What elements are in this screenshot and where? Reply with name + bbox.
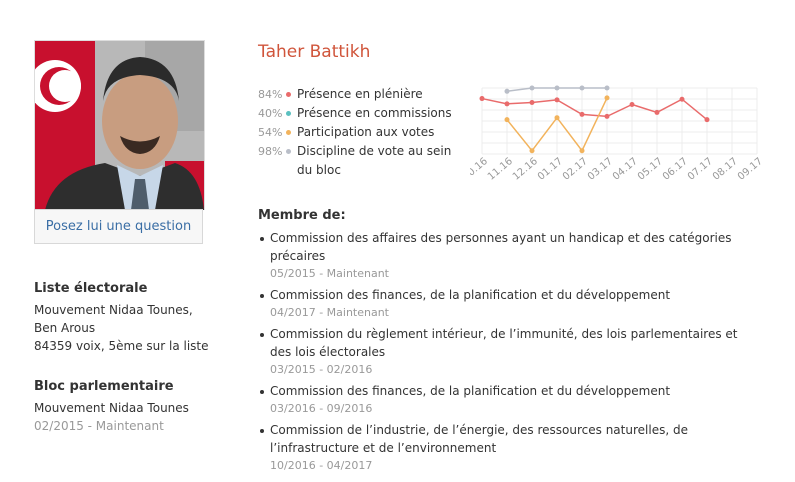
- series-point: [529, 100, 535, 106]
- membership-item: Commission des finances, de la planifica…: [258, 286, 758, 321]
- x-tick-label: 04.17: [611, 156, 640, 183]
- membership-item: Commission du règlement intérieur, de l’…: [258, 325, 758, 378]
- commission-period: 05/2015 - Maintenant: [270, 267, 389, 280]
- stat-label: Présence en plénière: [297, 87, 423, 101]
- x-tick-label: 12.16: [511, 156, 540, 183]
- x-tick-label: 07.17: [686, 156, 715, 183]
- stat-percent: 40%: [258, 107, 283, 120]
- commission-name: Commission des affaires des personnes ay…: [270, 231, 732, 263]
- activity-chart-svg: 10.1611.1612.1601.1702.1703.1704.1705.17…: [461, 85, 765, 183]
- membership-list: Commission des affaires des personnes ay…: [258, 229, 758, 478]
- stat-row-commissions: 40% Présence en commissions: [258, 104, 463, 123]
- activity-chart: 10.16 11.16 12.16 01.17 02.17 03.17 04.17 05.17…: [461, 72, 770, 196]
- electoral-list-title: Liste électorale: [34, 281, 148, 296]
- series-point: [679, 96, 685, 102]
- series-point: [604, 95, 610, 101]
- legend-dot-icon: [286, 111, 291, 116]
- membership-item: Commission des affaires des personnes ay…: [258, 229, 758, 282]
- x-tick-label: 06.17: [661, 156, 690, 183]
- stat-row-discipline: 98% Discipline de vote au sein du bloc: [258, 142, 463, 180]
- x-tick-label: 11.16: [486, 156, 515, 183]
- commission-name: Commission du règlement intérieur, de l’…: [270, 327, 738, 359]
- bloc-period: 02/2015 - Maintenant: [34, 419, 164, 433]
- stat-percent: 54%: [258, 126, 283, 139]
- membership-item: Commission des finances, de la planifica…: [258, 382, 758, 417]
- series-point: [479, 96, 485, 102]
- ask-question-button[interactable]: Posez lui une question: [34, 209, 203, 244]
- stat-row-plenary: 84% Présence en plénière: [258, 85, 463, 104]
- series-line: [481, 97, 708, 121]
- x-tick-label: 01.17: [536, 156, 565, 183]
- x-tick-label: 05.17: [636, 156, 665, 183]
- legend-dot-icon: [286, 130, 291, 135]
- commission-period: 04/2017 - Maintenant: [270, 306, 389, 319]
- commission-name: Commission des finances, de la planifica…: [270, 288, 671, 302]
- membership-title: Membre de:: [258, 208, 346, 223]
- series-point: [579, 111, 585, 117]
- series-point: [629, 102, 635, 107]
- commission-period: 03/2016 - 09/2016: [270, 402, 373, 415]
- electoral-list-name: Mouvement Nidaa Tounes, Ben Arous: [34, 303, 193, 335]
- membership-item: Commission de l’industrie, de l’énergie,…: [258, 421, 758, 474]
- legend-dot-icon: [286, 149, 291, 154]
- x-tick-label: 03.17: [586, 156, 615, 183]
- x-tick-label: 02.17: [561, 156, 590, 183]
- portrait-image: [35, 41, 204, 210]
- electoral-votes: 84359 voix, 5ème sur la liste: [34, 339, 209, 353]
- stat-row-votes: 54% Participation aux votes: [258, 123, 463, 142]
- commission-period: 10/2016 - 04/2017: [270, 459, 373, 472]
- x-tick-label: 08.17: [711, 156, 740, 183]
- series-point: [654, 109, 660, 115]
- series-point: [554, 97, 560, 103]
- series-point: [554, 85, 560, 91]
- legend-dot-icon: [286, 92, 291, 97]
- series-point: [504, 88, 510, 94]
- commission-name: Commission de l’industrie, de l’énergie,…: [270, 423, 688, 455]
- bloc-title: Bloc parlementaire: [34, 379, 174, 394]
- series-point: [504, 117, 510, 123]
- stat-label: Discipline de vote au sein du bloc: [297, 144, 452, 177]
- series-point: [529, 148, 535, 154]
- series-point: [604, 85, 610, 91]
- stat-label: Présence en commissions: [297, 106, 452, 120]
- series-point: [504, 101, 510, 107]
- deputy-name: Taher Battikh: [258, 42, 371, 62]
- series-point: [604, 113, 610, 119]
- series-point: [554, 115, 560, 121]
- bloc-name: Mouvement Nidaa Tounes: [34, 401, 189, 415]
- series-point: [529, 85, 535, 91]
- commission-name: Commission des finances, de la planifica…: [270, 384, 671, 398]
- profile-photo: [34, 40, 205, 210]
- series-point: [704, 117, 710, 123]
- x-tick-label: 09.17: [736, 156, 765, 183]
- x-tick-label: 10.16: [470, 156, 490, 183]
- series-point: [579, 148, 585, 154]
- series-point: [579, 85, 585, 91]
- stat-percent: 84%: [258, 88, 283, 101]
- stat-percent: 98%: [258, 145, 283, 158]
- stat-label: Participation aux votes: [297, 125, 435, 139]
- commission-period: 03/2015 - 02/2016: [270, 363, 373, 376]
- stats-legend: 84% Présence en plénière 40% Présence en…: [258, 85, 463, 180]
